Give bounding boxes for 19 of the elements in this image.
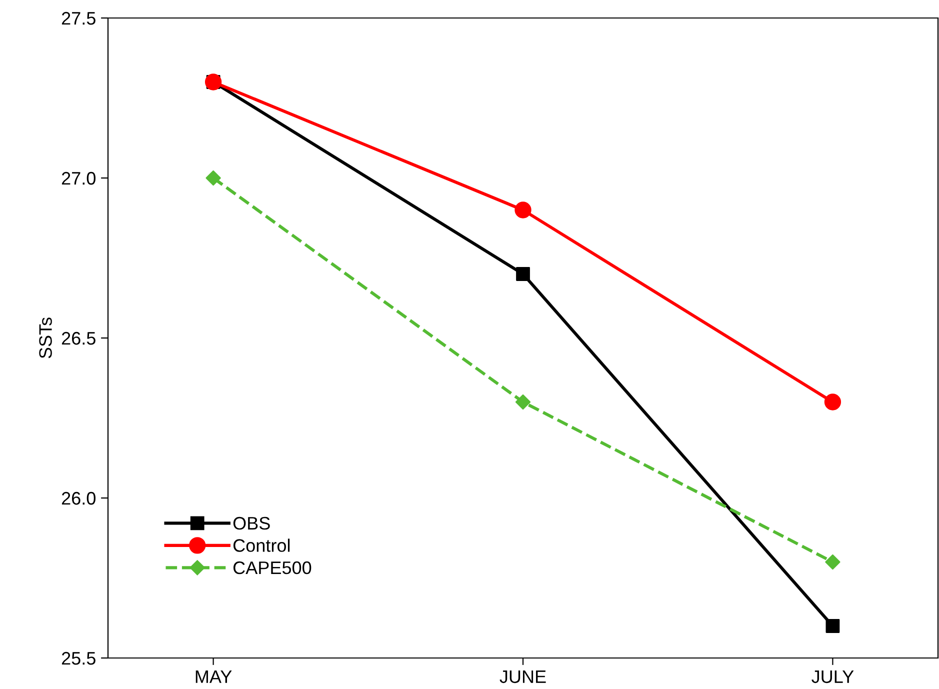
point	[516, 267, 530, 281]
y-tick-label: 26.5	[62, 332, 96, 345]
point	[826, 619, 840, 633]
point	[206, 170, 221, 186]
point	[514, 202, 532, 218]
x-tick-label: MAY	[196, 670, 232, 683]
y-axis-title: SSTs	[39, 318, 52, 358]
x-tick-label: JULY	[812, 670, 854, 684]
x-tick-label: JUNE	[500, 670, 546, 684]
y-tick-label: 26.0	[62, 492, 96, 505]
y-tick-label: 25.5	[62, 652, 96, 665]
point	[824, 394, 842, 410]
legend-label: CAPE500	[233, 561, 312, 574]
legend-label: OBS	[233, 516, 270, 530]
y-tick-label: 27.5	[62, 12, 96, 25]
legend-label: Control	[233, 538, 290, 552]
y-tick-label: 27.0	[62, 172, 96, 185]
point	[515, 394, 531, 410]
point	[825, 554, 840, 570]
